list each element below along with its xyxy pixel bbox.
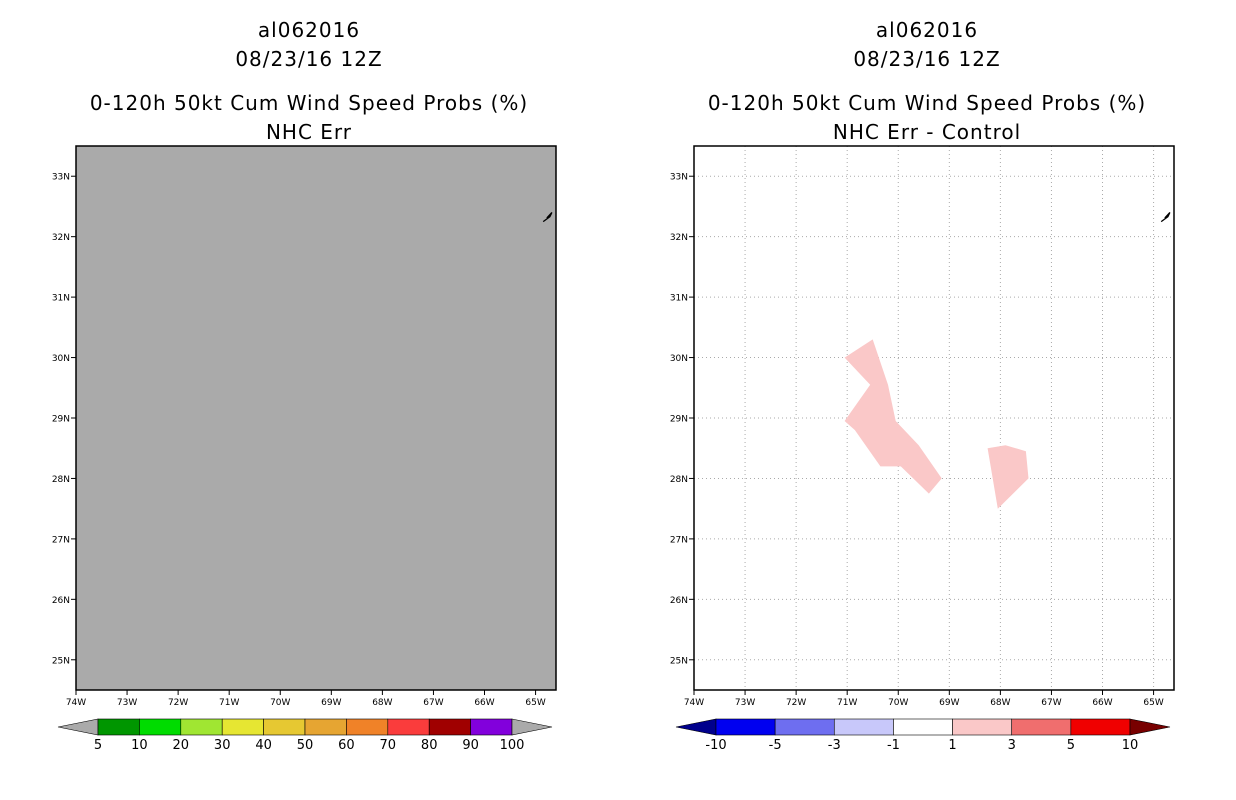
left-panel: al062016 08/23/16 12Z 0-120h 50kt Cum Wi… [52, 18, 557, 753]
colorbar-box [952, 718, 1013, 736]
x-tick-label: 73W [735, 698, 755, 708]
colorbar-label: 10 [131, 738, 148, 753]
colorbar-box [1011, 718, 1072, 736]
colorbar-box [387, 718, 430, 736]
x-tick-label: 68W [990, 698, 1010, 708]
x-tick-label: 74W [66, 698, 86, 708]
colorbar-label: 5 [1067, 738, 1075, 753]
forecast-datetime: 08/23/16 12Z [853, 47, 1001, 71]
colorbar-box [263, 718, 306, 736]
x-tick-label: 70W [270, 698, 290, 708]
x-tick-label: 68W [372, 698, 392, 708]
colorbar-min-triangle [675, 718, 717, 736]
colorbar-box [180, 718, 223, 736]
colorbar-box [139, 718, 182, 736]
colorbar-box [304, 718, 347, 736]
colorbar-label: 20 [173, 738, 190, 753]
x-tick-label: 65W [525, 698, 545, 708]
x-tick-label: 73W [117, 698, 137, 708]
colorbar-box [221, 718, 264, 736]
colorbar-label: -10 [705, 738, 726, 753]
y-tick-label: 32N [670, 233, 688, 243]
y-tick-label: 27N [670, 535, 688, 545]
colorbar-max-triangle [1129, 718, 1171, 736]
storm-id: al062016 [875, 18, 979, 42]
colorbar-box [833, 718, 894, 736]
x-tick-label: 74W [684, 698, 704, 708]
wind-prob-difference-map: 74W 73W 72W 71W 70W 69W 68W 67W 66W 65W 25N 26N 27N 2… [670, 145, 1175, 753]
colorbar-box [428, 718, 471, 736]
x-tick-label: 71W [837, 698, 857, 708]
plot-background [76, 146, 556, 690]
x-tick-label: 67W [423, 698, 443, 708]
colorbar-label: 100 [500, 738, 525, 753]
y-tick-label: 30N [670, 354, 688, 364]
x-tick-label: 66W [1092, 698, 1112, 708]
y-tick-label: 25N [52, 656, 70, 666]
y-tick-label: 31N [52, 294, 70, 304]
colorbar-label: 90 [462, 738, 479, 753]
y-tick-label: 28N [52, 475, 70, 485]
x-tick-label: 65W [1143, 698, 1163, 708]
colorbar-box [715, 718, 776, 736]
colorbar-label: -5 [769, 738, 782, 753]
colorbar-label: 1 [948, 738, 956, 753]
y-tick-label: 33N [670, 173, 688, 183]
y-tick-label: 32N [52, 233, 70, 243]
wind-prob-map: 74W 73W 72W 71W 70W 69W 68W 67W 66W 65W 25N 26N 27N 2… [52, 145, 557, 753]
x-tick-label: 69W [321, 698, 341, 708]
coastline-bermuda [1160, 212, 1171, 223]
x-tick-label: 71W [219, 698, 239, 708]
x-tick-label: 69W [939, 698, 959, 708]
colorbar-box [893, 718, 953, 736]
colorbar-label: 3 [1008, 738, 1016, 753]
colorbar-box [346, 718, 389, 736]
colorbar-box [97, 718, 140, 736]
chart-title: 0-120h 50kt Cum Wind Speed Probs (%) [707, 91, 1147, 115]
colorbar-box [470, 718, 513, 736]
y-tick-label: 27N [52, 535, 70, 545]
colorbar-max-triangle [511, 718, 553, 736]
coastline-bermuda [542, 212, 553, 223]
x-tick-label: 72W [168, 698, 188, 708]
colorbar-label: 5 [94, 738, 102, 753]
y-tick-label: 26N [52, 596, 70, 606]
x-tick-label: 72W [786, 698, 806, 708]
chart-subtitle: NHC Err - Control [832, 120, 1022, 144]
x-tick-label: 67W [1041, 698, 1061, 708]
colorbar-label: -1 [887, 738, 900, 753]
colorbar-label: 40 [255, 738, 272, 753]
x-tick-label: 70W [888, 698, 908, 708]
x-tick-label: 66W [474, 698, 494, 708]
y-tick-label: 30N [52, 354, 70, 364]
colorbar-label: 80 [421, 738, 438, 753]
colorbar-label: 10 [1122, 738, 1139, 753]
y-tick-label: 25N [670, 656, 688, 666]
y-tick-label: 29N [52, 415, 70, 425]
y-tick-label: 29N [670, 415, 688, 425]
storm-id: al062016 [257, 18, 361, 42]
y-tick-label: 26N [670, 596, 688, 606]
probability-region [844, 339, 942, 494]
colorbar-box [1070, 718, 1131, 736]
y-tick-label: 33N [52, 173, 70, 183]
colorbar-label: 70 [380, 738, 397, 753]
forecast-datetime: 08/23/16 12Z [235, 47, 383, 71]
colorbar-label: 50 [297, 738, 314, 753]
colorbar-label: -3 [828, 738, 841, 753]
chart-title: 0-120h 50kt Cum Wind Speed Probs (%) [89, 91, 529, 115]
colorbar-label: 60 [338, 738, 355, 753]
colorbar-label: 30 [214, 738, 231, 753]
colorbar-min-triangle [57, 718, 99, 736]
right-panel: al062016 08/23/16 12Z 0-120h 50kt Cum Wi… [618, 0, 1236, 800]
colorbar-box [774, 718, 835, 736]
chart-subtitle: NHC Err [265, 120, 353, 144]
y-tick-label: 31N [670, 294, 688, 304]
y-tick-label: 28N [670, 475, 688, 485]
probability-region [987, 445, 1029, 509]
